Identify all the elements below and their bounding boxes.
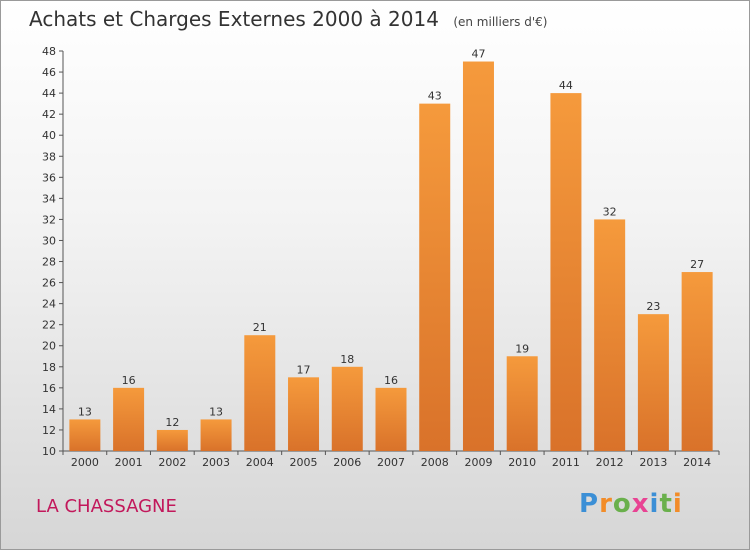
- bar: [375, 387, 407, 451]
- x-tick-label: 2002: [158, 456, 186, 469]
- bar: [506, 356, 538, 451]
- y-tick-label: 20: [42, 340, 56, 353]
- bar-value-label: 47: [471, 48, 485, 61]
- x-tick-label: 2005: [290, 456, 318, 469]
- x-tick-label: 2001: [115, 456, 143, 469]
- bar: [637, 314, 669, 451]
- y-tick-label: 22: [42, 319, 56, 332]
- y-tick-label: 10: [42, 445, 56, 458]
- bar-value-label: 13: [209, 405, 223, 418]
- y-tick-label: 46: [42, 66, 56, 79]
- y-tick-label: 14: [42, 403, 56, 416]
- y-tick-label: 30: [42, 234, 56, 247]
- y-tick-label: 44: [42, 87, 56, 100]
- bar: [200, 419, 232, 451]
- x-tick-label: 2006: [333, 456, 361, 469]
- bar: [419, 103, 451, 451]
- bar-value-label: 43: [428, 90, 442, 103]
- bar: [244, 335, 276, 451]
- bar: [681, 272, 713, 451]
- x-tick-label: 2010: [508, 456, 536, 469]
- brand-letter: t: [659, 489, 673, 519]
- bar-value-label: 17: [297, 363, 311, 376]
- bar: [331, 366, 363, 451]
- y-tick-label: 26: [42, 277, 56, 290]
- bar-value-label: 44: [559, 79, 573, 92]
- bar-value-label: 32: [603, 205, 617, 218]
- bar-value-label: 21: [253, 321, 267, 334]
- bar: [288, 377, 320, 451]
- brand-letter: r: [599, 489, 613, 519]
- y-tick-label: 34: [42, 192, 56, 205]
- x-tick-label: 2009: [464, 456, 492, 469]
- y-tick-label: 28: [42, 256, 56, 269]
- bar-value-label: 13: [78, 405, 92, 418]
- chart-title: Achats et Charges Externes 2000 à 2014 (…: [29, 7, 547, 31]
- location-name: LA CHASSAGNE: [36, 496, 177, 517]
- bar-value-label: 18: [340, 353, 354, 366]
- x-tick-label: 2013: [639, 456, 667, 469]
- bar: [550, 93, 582, 452]
- brand-letter: i: [649, 489, 660, 519]
- bar-value-label: 16: [384, 374, 398, 387]
- bar: [462, 61, 494, 452]
- x-tick-label: 2004: [246, 456, 274, 469]
- brand-letter: x: [631, 489, 650, 519]
- x-tick-label: 2008: [421, 456, 449, 469]
- y-tick-label: 42: [42, 108, 56, 121]
- chart-title-text: Achats et Charges Externes 2000 à 2014: [29, 7, 439, 31]
- bar-value-label: 27: [690, 258, 704, 271]
- y-tick-label: 24: [42, 298, 56, 311]
- y-tick-label: 32: [42, 213, 56, 226]
- bar-value-label: 23: [646, 300, 660, 313]
- bar-value-label: 16: [122, 374, 136, 387]
- y-tick-label: 40: [42, 129, 56, 142]
- bar: [69, 419, 101, 451]
- bar: [113, 387, 145, 451]
- bar: [594, 219, 626, 451]
- y-tick-label: 18: [42, 361, 56, 374]
- y-tick-label: 48: [42, 45, 56, 58]
- bar: [156, 429, 188, 451]
- x-tick-label: 2014: [683, 456, 711, 469]
- y-tick-label: 16: [42, 382, 56, 395]
- brand-letter: o: [612, 489, 632, 519]
- brand-logo: Proxiti: [579, 489, 683, 519]
- chart-subtitle: (en milliers d'€): [453, 15, 548, 29]
- brand-letter: i: [672, 489, 683, 519]
- bar-value-label: 12: [165, 416, 179, 429]
- y-tick-label: 38: [42, 150, 56, 163]
- x-tick-label: 2003: [202, 456, 230, 469]
- y-tick-label: 12: [42, 424, 56, 437]
- x-tick-label: 2011: [552, 456, 580, 469]
- x-tick-label: 2007: [377, 456, 405, 469]
- x-tick-label: 2000: [71, 456, 99, 469]
- bar-value-label: 19: [515, 342, 529, 355]
- brand-letter: P: [579, 489, 600, 519]
- y-tick-label: 36: [42, 171, 56, 184]
- x-tick-label: 2012: [596, 456, 624, 469]
